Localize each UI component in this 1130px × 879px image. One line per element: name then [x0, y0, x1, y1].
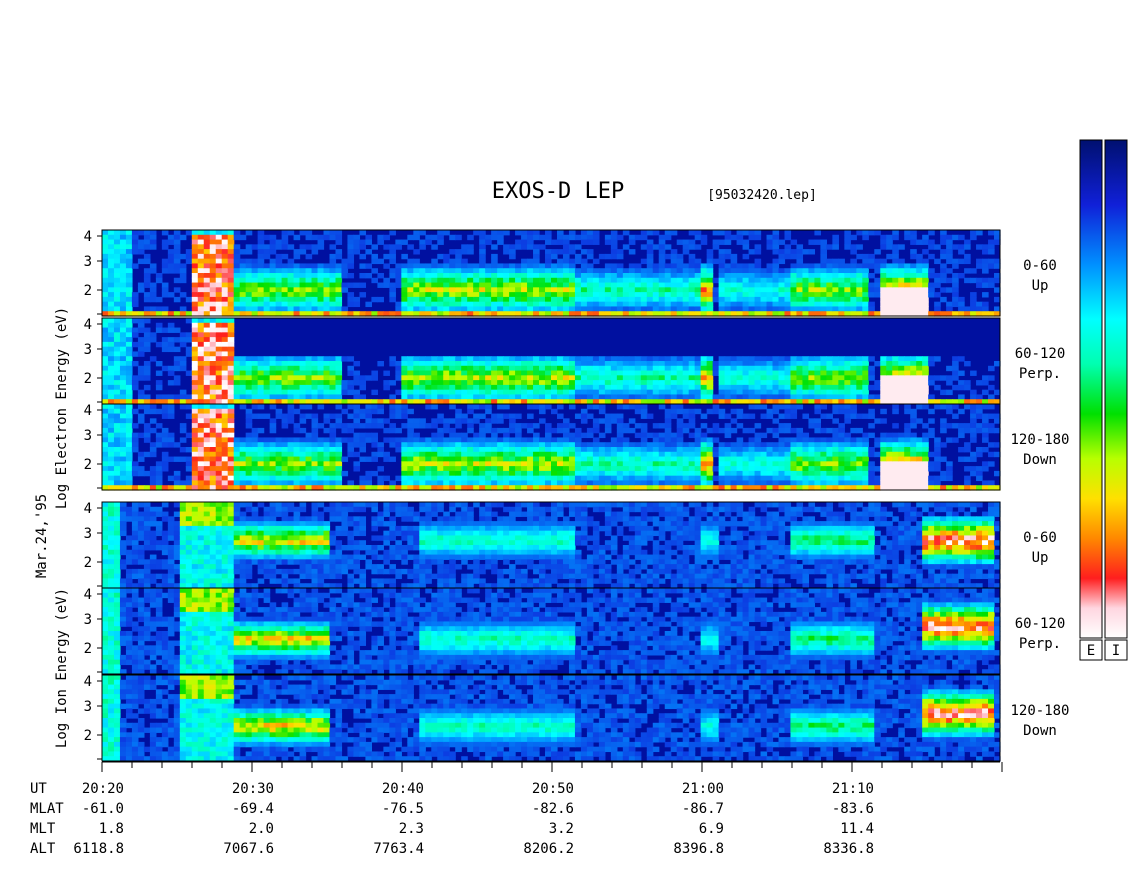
y-tick-label: 3 — [84, 254, 92, 270]
panel-direction-label: Perp. — [1019, 636, 1061, 652]
orbit-row-value: 7067.6 — [223, 841, 274, 857]
orbit-row-value: 6118.8 — [73, 841, 124, 857]
orbit-row-value: -86.7 — [682, 801, 724, 817]
panel-angle-label: 60-120 — [1015, 346, 1066, 362]
y-tick-label: 4 — [84, 587, 92, 603]
orbit-row-value: 3.2 — [549, 821, 574, 837]
colorbar-i-label: I — [1112, 643, 1120, 659]
file-label: [95032420.lep] — [707, 188, 817, 203]
ion-panel-120-180 — [101, 674, 1001, 762]
electron-panel-120-180 — [101, 403, 1001, 491]
y-tick-label: 2 — [84, 555, 92, 571]
y-tick-label: 4 — [84, 674, 92, 690]
panel-direction-label: Down — [1023, 723, 1057, 739]
orbit-row-value: 21:00 — [682, 781, 724, 797]
orbit-row-value: 20:50 — [532, 781, 574, 797]
colorbar-ion: I — [1104, 139, 1128, 661]
orbit-row-name: ALT — [30, 841, 56, 857]
panel-angle-label: 60-120 — [1015, 616, 1066, 632]
y-tick-label: 2 — [84, 728, 92, 744]
y-tick-label: 2 — [84, 283, 92, 299]
orbit-row-value: -61.0 — [82, 801, 124, 817]
orbit-row-value: 6.9 — [699, 821, 724, 837]
orbit-row-value: 8396.8 — [673, 841, 724, 857]
y-tick-label: 2 — [84, 371, 92, 387]
orbit-row-name: MLT — [30, 821, 56, 837]
electron-ylabel: Log Electron Energy (eV) — [54, 307, 70, 509]
orbit-row-name: MLAT — [30, 801, 64, 817]
y-tick-label: 4 — [84, 501, 92, 517]
orbit-row-value: 7763.4 — [373, 841, 424, 857]
panel-direction-label: Perp. — [1019, 366, 1061, 382]
colorbar-e-label: E — [1087, 643, 1095, 659]
orbit-row-value: -83.6 — [832, 801, 874, 817]
electron-panel-60-120 — [101, 317, 1001, 405]
orbit-row-value: -76.5 — [382, 801, 424, 817]
orbit-row-value: 21:10 — [832, 781, 874, 797]
electron-panel-0-60 — [101, 229, 1001, 317]
ion-panel-60-120 — [101, 587, 1001, 675]
y-tick-label: 3 — [84, 428, 92, 444]
panel-direction-label: Up — [1032, 278, 1049, 294]
y-tick-label: 3 — [84, 342, 92, 358]
orbit-row-value: 20:30 — [232, 781, 274, 797]
colorbar-electron: E — [1079, 139, 1103, 661]
panel-angle-label: 120-180 — [1010, 432, 1069, 448]
ion-ylabel: Log Ion Energy (eV) — [54, 588, 70, 748]
y-tick-label: 4 — [84, 229, 92, 245]
orbit-row-value: 20:20 — [82, 781, 124, 797]
y-tick-label: 2 — [84, 457, 92, 473]
date-label: Mar.24,'95 — [34, 494, 50, 578]
orbit-row-value: 8336.8 — [823, 841, 874, 857]
y-tick-label: 3 — [84, 699, 92, 715]
orbit-row-value: 1.8 — [99, 821, 124, 837]
y-tick-label: 4 — [84, 317, 92, 333]
orbit-row-value: 20:40 — [382, 781, 424, 797]
y-tick-label: 4 — [84, 403, 92, 419]
panel-direction-label: Up — [1032, 550, 1049, 566]
orbit-row-name: UT — [30, 781, 47, 797]
y-tick-label: 3 — [84, 526, 92, 542]
panel-angle-label: 120-180 — [1010, 703, 1069, 719]
orbit-row-value: 8206.2 — [523, 841, 574, 857]
orbit-row-value: 2.0 — [249, 821, 274, 837]
ion-panel-0-60 — [101, 501, 1001, 589]
panel-direction-label: Down — [1023, 452, 1057, 468]
orbit-row-value: -82.6 — [532, 801, 574, 817]
orbit-row-value: 2.3 — [399, 821, 424, 837]
orbit-row-value: 11.4 — [840, 821, 874, 837]
y-tick-label: 3 — [84, 612, 92, 628]
chart-title: EXOS-D LEP — [492, 179, 624, 204]
panel-angle-label: 0-60 — [1023, 530, 1057, 546]
orbit-row-value: -69.4 — [232, 801, 274, 817]
panel-angle-label: 0-60 — [1023, 258, 1057, 274]
y-tick-label: 2 — [84, 641, 92, 657]
